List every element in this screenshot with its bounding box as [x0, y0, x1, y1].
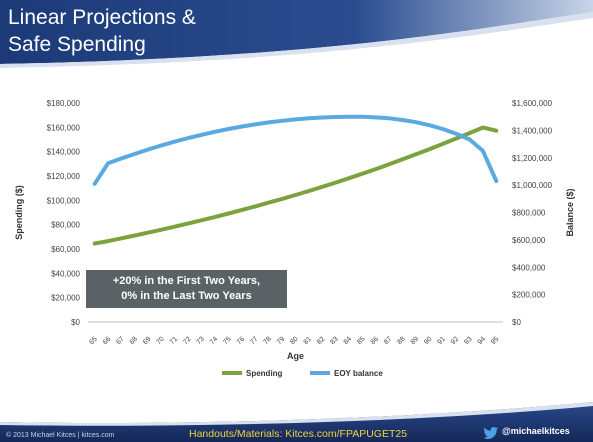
x-tick-label: 80 — [289, 336, 300, 347]
legend-label: Spending — [246, 369, 283, 378]
x-tick-label: 89 — [410, 336, 421, 347]
x-tick-label: 87 — [383, 336, 394, 347]
right-tick-label: $600,000 — [512, 236, 546, 245]
x-tick-label: 74 — [209, 336, 220, 347]
right-tick-label: $1,200,000 — [512, 154, 553, 163]
header-background — [0, 0, 593, 68]
balance-series-line — [92, 114, 499, 186]
title-line-1: Linear Projections & — [8, 6, 196, 29]
page-title: Linear Projections & Safe Spending — [8, 4, 388, 58]
spending-series-line — [92, 125, 499, 246]
x-tick-label: 94 — [477, 336, 488, 347]
x-tick-label: 70 — [155, 336, 166, 347]
x-tick-label: 88 — [396, 336, 407, 347]
left-tick-label: $160,000 — [47, 123, 81, 132]
right-tick-label: $800,000 — [512, 209, 546, 218]
handouts-link[interactable]: Handouts/Materials: Kitces.com/FPAPUGET2… — [189, 428, 408, 440]
footer-background — [0, 402, 593, 442]
left-tick-label: $80,000 — [51, 221, 80, 230]
x-tick-label: 86 — [370, 336, 381, 347]
x-tick-label: 77 — [249, 336, 260, 347]
right-axis-title: Balance ($) — [565, 188, 575, 236]
x-tick-label: 85 — [356, 336, 367, 347]
right-tick-label: $1,600,000 — [512, 99, 553, 108]
left-tick-label: $120,000 — [47, 172, 81, 181]
annotation-line-2: 0% in the Last Two Years — [121, 290, 252, 302]
copyright-text: © 2013 Michael Kitces | kitces.com — [6, 432, 115, 439]
legend-label: EOY balance — [334, 369, 383, 378]
annotation-box: +20% in the First Two Years, 0% in the L… — [86, 270, 287, 308]
x-tick-label: 75 — [222, 336, 233, 347]
x-tick-label: 71 — [169, 336, 180, 347]
x-axis-title: Age — [287, 351, 304, 361]
left-tick-label: $180,000 — [47, 99, 81, 108]
x-tick-label: 67 — [115, 336, 126, 347]
x-tick-label: 65 — [88, 336, 99, 347]
x-tick-label: 68 — [129, 336, 140, 347]
left-tick-label: $140,000 — [47, 148, 81, 157]
spending-balance-chart: $0 $20,000 $40,000 $60,000 $80,000 $100,000 $1… — [14, 99, 575, 378]
title-line-2: Safe Spending — [8, 33, 146, 56]
left-tick-label: $0 — [71, 318, 80, 327]
x-tick-label: 92 — [450, 336, 461, 347]
left-tick-label: $100,000 — [47, 196, 81, 205]
x-tick-label: 66 — [102, 336, 113, 347]
annotation-line-1: +20% in the First Two Years, — [112, 275, 261, 287]
x-tick-label: 82 — [316, 336, 327, 347]
left-tick-label: $60,000 — [51, 245, 80, 254]
x-tick-label: 69 — [142, 336, 153, 347]
x-tick-label: 90 — [423, 336, 434, 347]
x-tick-label: 91 — [436, 336, 447, 347]
right-tick-label: $0 — [512, 318, 521, 327]
right-tick-label: $1,400,000 — [512, 126, 553, 135]
left-tick-label: $40,000 — [51, 269, 80, 278]
x-tick-label: 95 — [490, 336, 501, 347]
x-tick-label: 78 — [262, 336, 273, 347]
x-tick-label: 72 — [182, 336, 193, 347]
twitter-bird-icon — [483, 426, 498, 439]
x-tick-label: 76 — [236, 336, 247, 347]
right-tick-label: $200,000 — [512, 291, 546, 300]
left-axis-title: Spending ($) — [14, 185, 24, 240]
left-tick-label: $20,000 — [51, 294, 80, 303]
x-tick-label: 79 — [276, 336, 287, 347]
twitter-handle[interactable]: @michaelkitces — [502, 426, 570, 436]
right-tick-label: $400,000 — [512, 263, 546, 272]
right-tick-label: $1,000,000 — [512, 181, 553, 190]
x-tick-label: 84 — [343, 336, 354, 347]
x-tick-label: 81 — [303, 336, 314, 347]
x-tick-label: 73 — [195, 336, 206, 347]
x-tick-label: 83 — [329, 336, 340, 347]
x-tick-label: 93 — [463, 336, 474, 347]
